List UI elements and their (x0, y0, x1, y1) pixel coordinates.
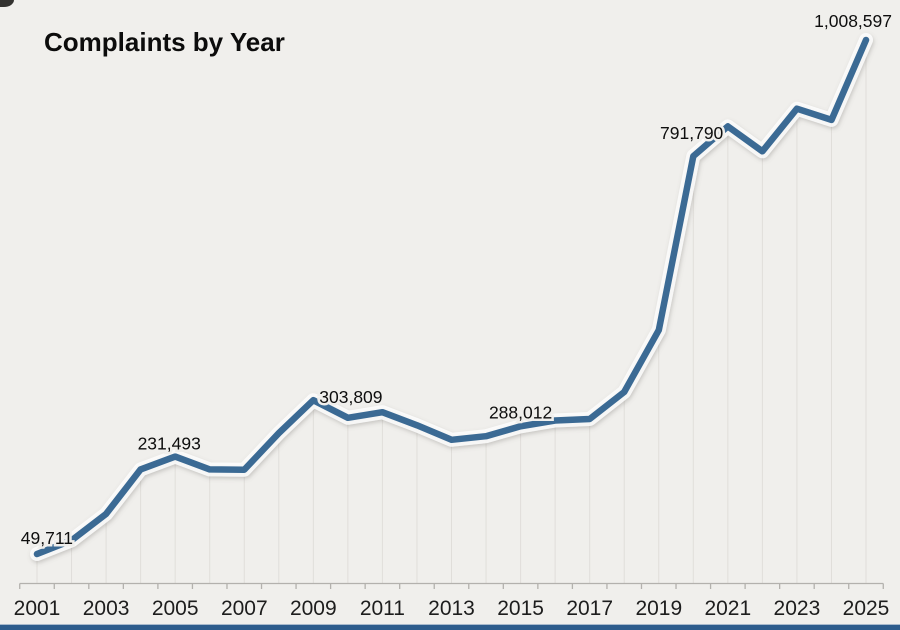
chart-title: Complaints by Year (44, 27, 285, 57)
x-axis-label: 2005 (152, 597, 199, 620)
point-label: 791,790 (660, 123, 724, 143)
point-label: 288,012 (489, 402, 552, 422)
point-label: 49,711 (21, 528, 73, 548)
x-axis-label: 2007 (221, 597, 268, 620)
x-axis (19, 582, 884, 589)
x-axis-labels: 2001 2003 2005 2007 2009 2011 2013 2015 2017 2019… (14, 597, 890, 620)
year-gridlines (36, 40, 867, 584)
point-label: 1,008,597 (814, 11, 892, 31)
x-axis-label: 2015 (497, 597, 544, 620)
corner-artifact-mark (0, 0, 14, 7)
series-line (33, 36, 870, 558)
x-axis-label: 2009 (290, 597, 337, 620)
point-labels: 49,711 231,493 303,809 288,012 791,790 1,008,… (18, 9, 894, 551)
bottom-accent-strip (0, 624, 900, 630)
x-axis-label: 2019 (635, 597, 682, 620)
x-axis-label: 2025 (843, 597, 890, 620)
series-line-group (30, 33, 873, 561)
point-label: 303,809 (319, 387, 382, 407)
x-axis-label: 2017 (566, 597, 613, 620)
x-axis-label: 2003 (83, 597, 130, 620)
x-axis-label: 2011 (360, 597, 405, 620)
x-axis-label: 2013 (428, 597, 475, 620)
x-axis-label: 2001 (14, 597, 61, 620)
point-label: 231,493 (138, 434, 201, 454)
x-axis-label: 2023 (774, 597, 821, 620)
x-axis-label: 2021 (704, 597, 751, 620)
